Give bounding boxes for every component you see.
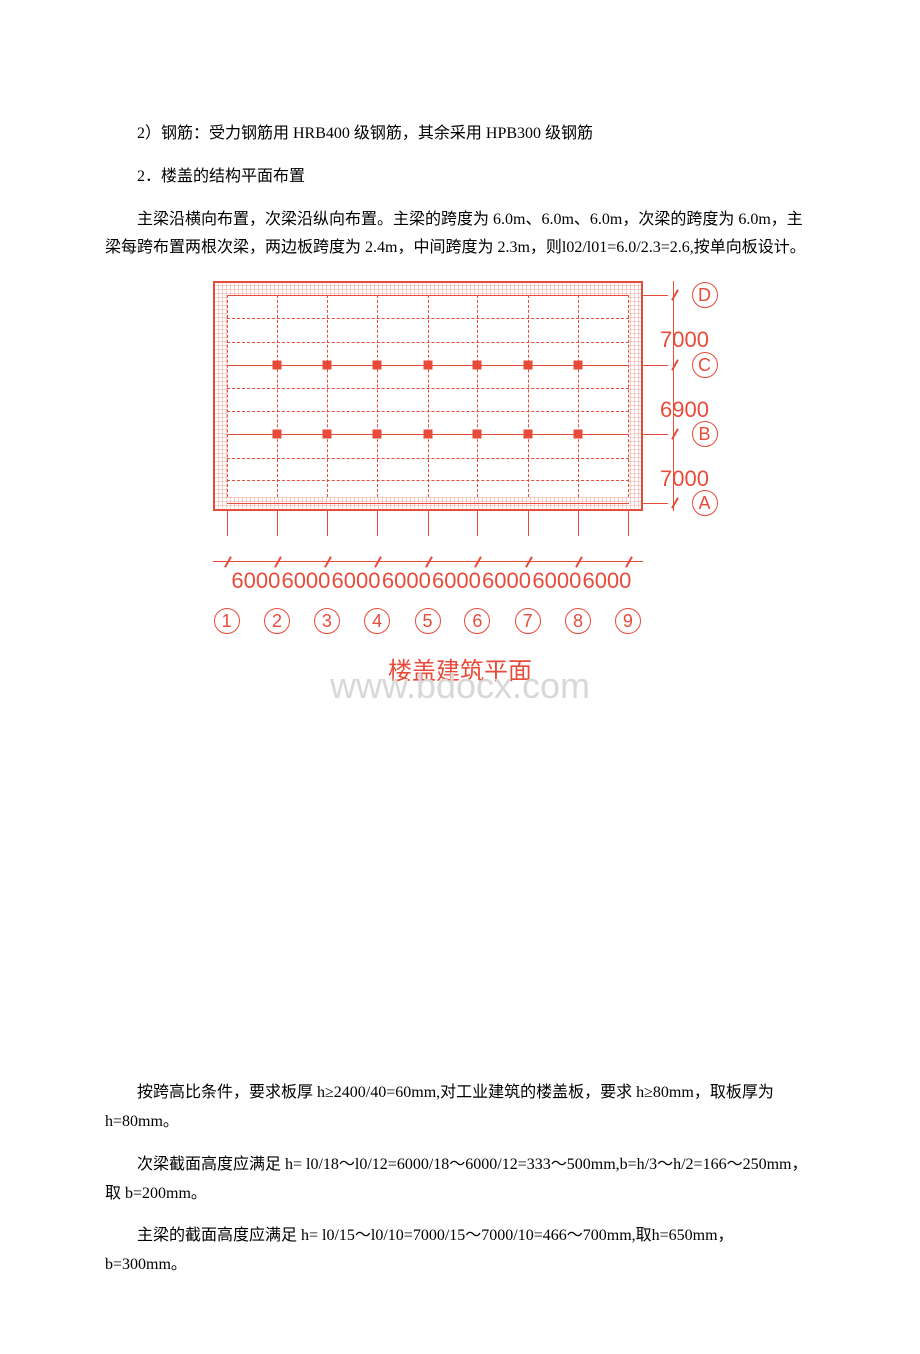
dim-value-x: 6000: [432, 561, 481, 601]
tick-mark: [327, 511, 328, 536]
grid-hline-secondary: [227, 318, 629, 319]
tick-slash: [668, 359, 680, 371]
tick-mark: [477, 511, 478, 536]
paragraph-layout-desc: 主梁沿横向布置，次梁沿纵向布置。主梁的跨度为 6.0m、6.0m、6.0m，次梁…: [105, 206, 815, 264]
column-marker: [322, 430, 331, 439]
tick-slash: [668, 497, 680, 509]
column-marker: [273, 361, 282, 370]
grid-vline: [227, 295, 228, 497]
axis-label-x: 9: [615, 608, 641, 634]
grid-vline: [428, 295, 429, 497]
dim-value-x: 6000: [582, 561, 631, 601]
column-marker: [423, 361, 432, 370]
grid-vline: [628, 295, 629, 497]
column-marker: [322, 361, 331, 370]
tick-mark: [528, 511, 529, 536]
axis-label-x: 5: [415, 608, 441, 634]
dim-value-x: 6000: [382, 561, 431, 601]
axis-label-x: 6: [464, 608, 490, 634]
grid-vline: [477, 295, 478, 497]
axis-label-x: 1: [214, 608, 240, 634]
column-marker: [273, 430, 282, 439]
grid-vline: [528, 295, 529, 497]
grid-vline: [377, 295, 378, 497]
paragraph-slab-text: 按跨高比条件，要求板厚 h≥2400/40=60mm,对工业建筑的楼盖板，要求 …: [105, 1079, 815, 1137]
column-marker: [574, 430, 583, 439]
tick-mark: [578, 511, 579, 536]
dim-value-x: 6000: [532, 561, 581, 601]
axis-label-x: 4: [364, 608, 390, 634]
watermark: www.bdocx.com: [330, 654, 590, 719]
column-marker: [523, 430, 532, 439]
paragraph-steel: 2）钢筋：受力钢筋用 HRB400 级钢筋，其余采用 HPB300 级钢筋: [105, 120, 815, 149]
grid-vline: [277, 295, 278, 497]
grid-hline-secondary: [227, 411, 629, 412]
column-marker: [373, 430, 382, 439]
tick-mark: [643, 503, 668, 504]
heading-layout: 2．楼盖的结构平面布置: [105, 163, 815, 192]
column-marker: [523, 361, 532, 370]
grid-vline: [578, 295, 579, 497]
grid-hline-main: [227, 503, 629, 504]
dim-value-x: 6000: [231, 561, 280, 601]
dim-value-y: 7000: [660, 320, 709, 360]
column-marker: [574, 361, 583, 370]
plan-region: [213, 281, 643, 511]
dim-value-y: 6900: [660, 390, 709, 430]
paragraph-secondary-text: 次梁截面高度应满足 h= l0/18～l0/12=6000/18～6000/12…: [105, 1151, 815, 1209]
tick-slash: [668, 289, 680, 301]
tick-mark: [628, 511, 629, 536]
dim-value-x: 6000: [281, 561, 330, 601]
column-marker: [423, 430, 432, 439]
tick-mark: [643, 434, 668, 435]
grid-hline-secondary: [227, 388, 629, 389]
paragraph-layout-desc-text: 主梁沿横向布置，次梁沿纵向布置。主梁的跨度为 6.0m、6.0m、6.0m，次梁…: [105, 206, 815, 264]
column-marker: [473, 430, 482, 439]
grid-hline-main: [227, 295, 629, 296]
column-marker: [473, 361, 482, 370]
tick-slash: [668, 428, 680, 440]
grid-hline-secondary: [227, 458, 629, 459]
tick-mark: [643, 295, 668, 296]
grid-vline: [327, 295, 328, 497]
diagram-container: 楼盖建筑平面 www.bdocx.com 1234567896000600060…: [105, 281, 815, 701]
grid-hline-secondary: [227, 342, 629, 343]
paragraph-secondary-beam: 次梁截面高度应满足 h= l0/18～l0/12=6000/18～6000/12…: [105, 1151, 815, 1209]
dim-value-y: 7000: [660, 459, 709, 499]
grid-hline-secondary: [227, 480, 629, 481]
dim-value-x: 6000: [482, 561, 531, 601]
tick-mark: [428, 511, 429, 536]
column-marker: [373, 361, 382, 370]
tick-mark: [277, 511, 278, 536]
axis-label-x: 3: [314, 608, 340, 634]
tick-mark: [227, 511, 228, 536]
floor-plan-diagram: 楼盖建筑平面 www.bdocx.com 1234567896000600060…: [213, 281, 708, 701]
axis-label-x: 7: [515, 608, 541, 634]
axis-label-y: D: [692, 282, 718, 308]
paragraph-slab-thickness: 按跨高比条件，要求板厚 h≥2400/40=60mm,对工业建筑的楼盖板，要求 …: [105, 1079, 815, 1137]
paragraph-main-text: 主梁的截面高度应满足 h= l0/15～l0/10=7000/15～7000/1…: [105, 1222, 815, 1280]
spacer: [105, 709, 815, 1079]
dim-value-x: 6000: [332, 561, 381, 601]
tick-mark: [377, 511, 378, 536]
tick-mark: [643, 365, 668, 366]
paragraph-main-beam: 主梁的截面高度应满足 h= l0/15～l0/10=7000/15～7000/1…: [105, 1222, 815, 1280]
axis-label-x: 2: [264, 608, 290, 634]
axis-label-x: 8: [565, 608, 591, 634]
